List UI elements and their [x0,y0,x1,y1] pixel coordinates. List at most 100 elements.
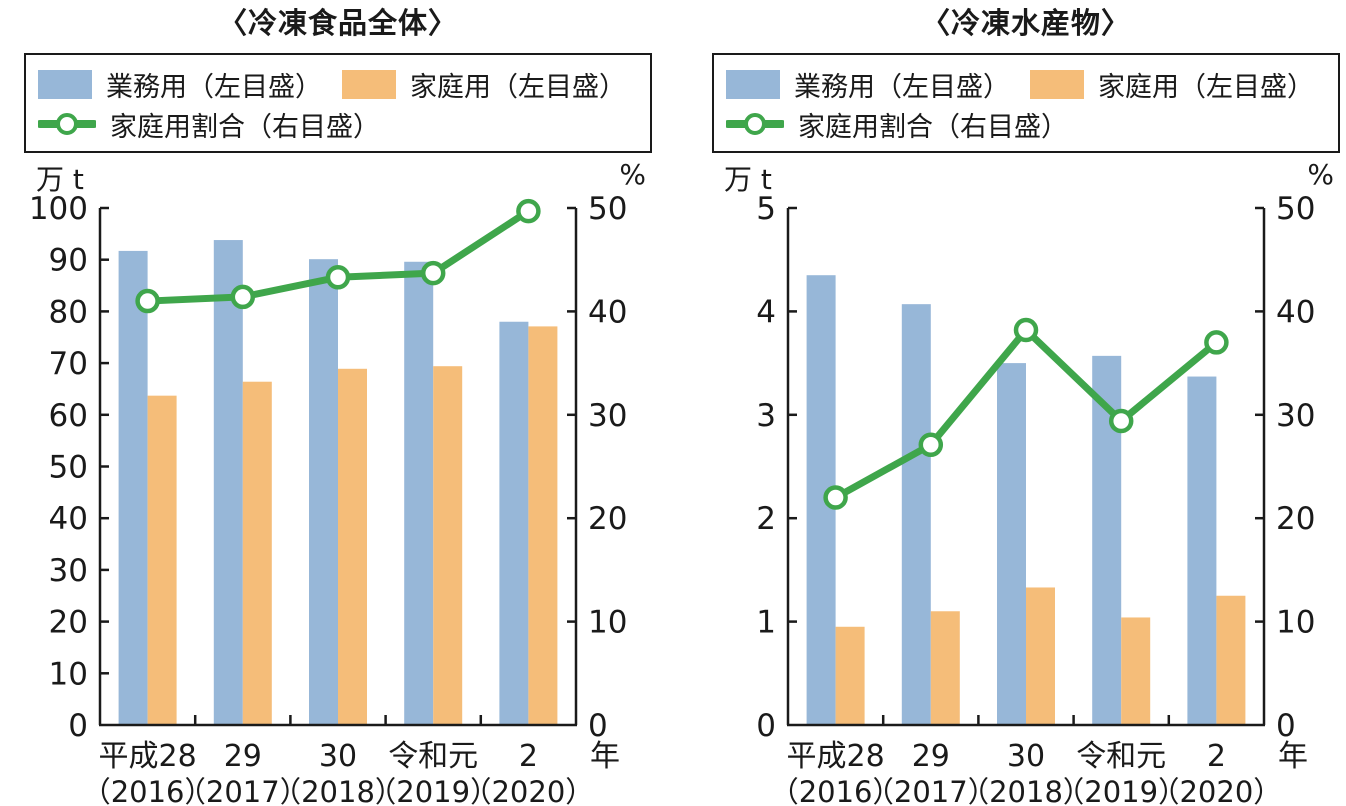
ratio-marker [918,432,944,458]
household-bar [1026,587,1055,725]
x-category-label: 2 [1207,739,1226,774]
x-category-label: 2 [519,739,538,774]
x-category-year-label: （2016） [770,775,902,806]
x-axis-unit-label: 年 [1278,739,1308,774]
x-category-label: 平成28 [787,739,885,774]
left-axis-tick-label: 5 [756,192,776,227]
household-bar [338,368,367,725]
legend-box: 業務用（左目盛） 家庭用（左目盛） 家庭用割合（右目盛） [24,53,652,153]
ratio-line-marker-icon [726,113,784,135]
left-axis-tick-label: 20 [49,605,88,641]
right-axis-tick-label: 50 [588,192,627,227]
business-bar [997,363,1026,725]
right-axis-tick-label: 50 [1276,192,1315,227]
chart-panel-frozen-food-total: 〈冷凍食品全体〉 業務用（左目盛） 家庭用（左目盛） 家 [24,2,652,806]
right-axis-tick-label: 40 [588,294,627,330]
x-category-label: 29 [224,739,262,774]
x-category-year-label: （2018） [960,775,1092,806]
axis-units-row: 万 t % [712,158,1340,196]
left-axis-tick-label: 100 [29,192,88,227]
left-axis-tick-label: 30 [49,553,88,589]
ratio-marker [420,260,446,286]
household-bar [242,381,272,725]
business-bar [901,304,931,725]
x-category-year-label: （2016） [82,775,214,806]
household-bar-swatch-icon [1030,69,1084,99]
household-bar-swatch-icon [342,69,396,99]
legend-label-household: 家庭用（左目盛） [410,71,626,103]
right-axis-tick-label: 30 [1276,398,1315,434]
x-category-year-label: （2017） [177,775,309,806]
business-bar [404,261,434,725]
x-category-year-label: （2017） [865,775,997,806]
right-axis-tick-label: 40 [1276,294,1315,330]
left-axis-tick-label: 60 [49,398,88,434]
legend-label-ratio: 家庭用割合（右目盛） [110,111,380,143]
household-bar [433,366,463,725]
ratio-marker [823,485,848,510]
left-axis-tick-label: 4 [756,294,776,330]
x-category-year-label: （2020） [462,775,594,806]
business-bar [213,240,243,725]
x-category-label: 30 [1007,739,1045,774]
x-category-year-label: （2019） [1055,775,1187,806]
business-bar-swatch-icon [726,69,780,99]
left-axis-unit-label: 万 t [36,163,84,196]
business-bar [1187,376,1217,725]
legend-box: 業務用（左目盛） 家庭用（左目盛） 家庭用割合（右目盛） [712,53,1340,153]
chart-title-frozen-marine-products: 〈冷凍水産物〉 [920,6,1131,40]
legend-row-line: 家庭用割合（右目盛） [38,104,638,144]
right-axis-tick-label: 10 [1276,605,1315,641]
left-axis-tick-label: 1 [756,605,776,641]
household-bar [147,395,177,725]
left-axis-tick-label: 70 [49,346,88,382]
ratio-marker [516,198,541,224]
left-axis-tick-label: 40 [49,501,88,537]
legend-label-household: 家庭用（左目盛） [1098,71,1314,103]
right-axis-tick-label: 0 [1276,708,1296,744]
right-axis-tick-label: 20 [588,501,627,537]
x-category-year-label: （2018） [272,775,404,806]
ratio-line-marker-icon [38,113,96,135]
left-axis-tick-label: 50 [49,450,88,486]
ratio-marker [1108,408,1134,434]
legend-item-business: 業務用（左目盛） [726,65,1030,104]
ratio-marker [325,265,351,290]
left-axis-tick-label: 10 [49,656,88,692]
household-bar [1216,595,1246,725]
right-axis-tick-label: 0 [588,708,608,744]
business-bar [499,321,529,725]
left-axis-tick-label: 2 [756,501,776,537]
right-axis-tick-label: 20 [1276,501,1315,537]
ratio-marker [1204,330,1229,355]
x-category-year-label: （2020） [1150,775,1282,806]
business-bar-swatch-icon [38,69,92,99]
legend-row-bars: 業務用（左目盛） 家庭用（左目盛） [38,64,638,104]
business-bar [309,259,338,725]
x-category-label: 平成28 [99,739,197,774]
right-axis-tick-label: 30 [588,398,627,434]
legend-label-business: 業務用（左目盛） [794,71,1010,103]
right-axis-tick-label: 10 [588,605,627,641]
legend-item-household: 家庭用（左目盛） [1030,65,1314,104]
legend-item-household: 家庭用（左目盛） [342,65,626,104]
axis-units-row: 万 t % [24,158,652,196]
household-bar [1121,617,1151,725]
legend-item-ratio: 家庭用割合（右目盛） [726,105,1068,144]
household-bar [835,626,865,725]
ratio-marker [1013,317,1039,343]
household-bar [528,326,558,725]
x-category-label: 令和元 [1076,739,1166,774]
ratio-marker [230,284,256,310]
x-axis-unit-label: 年 [590,739,620,774]
x-category-label: 30 [319,739,357,774]
x-category-label: 令和元 [388,739,478,774]
right-axis-unit-label: % [619,158,646,191]
right-axis-unit-label: % [1307,158,1334,191]
left-axis-tick-label: 80 [49,294,88,330]
x-category-label: 29 [912,739,950,774]
legend-row-bars: 業務用（左目盛） 家庭用（左目盛） [726,64,1326,104]
left-axis-tick-label: 0 [68,708,88,744]
legend-row-line: 家庭用割合（右目盛） [726,104,1326,144]
